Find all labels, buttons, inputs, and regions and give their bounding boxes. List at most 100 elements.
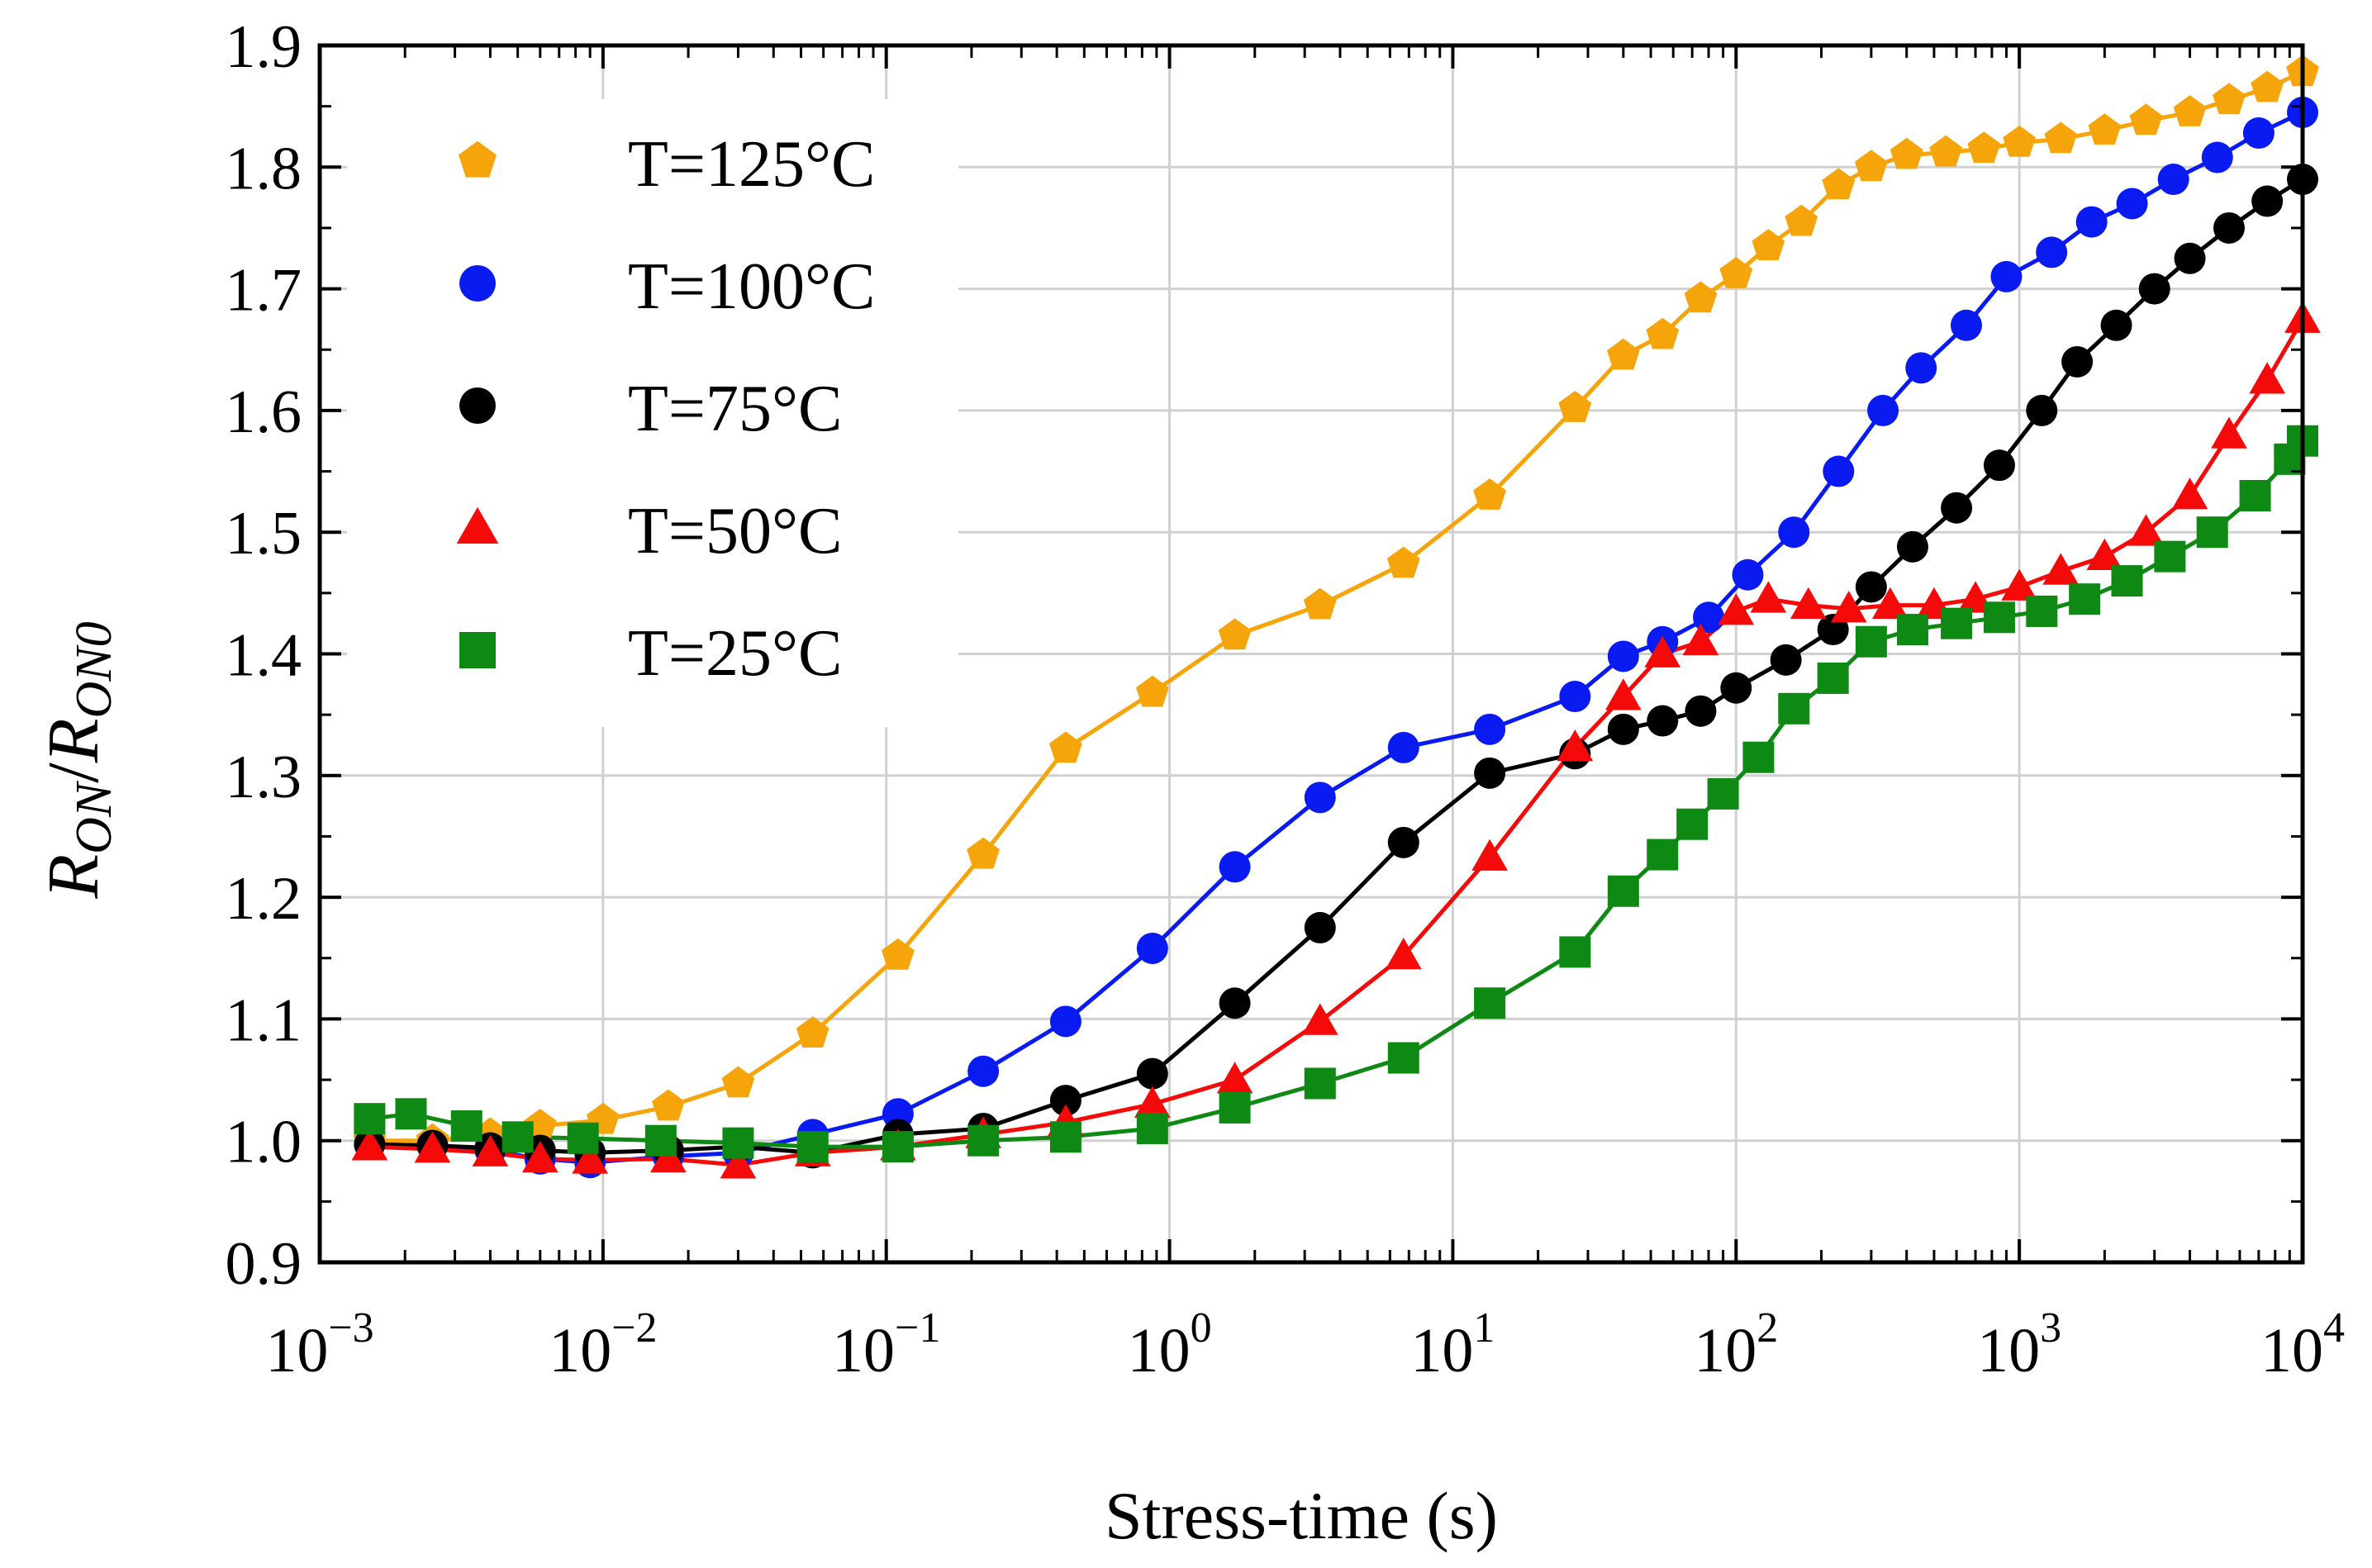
data-point-t125 xyxy=(796,1016,829,1048)
legend-label-t50: T=50°C xyxy=(628,495,842,568)
data-point-t125 xyxy=(1684,281,1718,313)
data-point-t100 xyxy=(1950,309,1982,341)
legend-marker-t25 xyxy=(459,632,496,668)
x-tick-base: 10 xyxy=(1410,1316,1473,1385)
x-tick-base: 10 xyxy=(1128,1316,1191,1385)
data-point-t25 xyxy=(1676,808,1709,840)
data-point-t50 xyxy=(1644,635,1681,668)
x-tick-label: 103 xyxy=(1977,1304,2061,1385)
data-point-t25 xyxy=(501,1121,534,1153)
x-tick-label: 104 xyxy=(2260,1304,2345,1385)
data-point-t125 xyxy=(1646,317,1680,349)
data-point-t50 xyxy=(720,1147,757,1179)
data-point-t125 xyxy=(1752,229,1785,260)
data-point-t100 xyxy=(2242,117,2275,150)
data-point-t125 xyxy=(1929,135,1962,167)
data-point-t75 xyxy=(1219,987,1251,1019)
data-point-t75 xyxy=(2061,345,2094,378)
data-point-t125 xyxy=(1136,675,1169,707)
data-point-t75 xyxy=(1983,449,2015,482)
data-point-t125 xyxy=(1386,546,1420,578)
data-point-t50 xyxy=(2001,568,2037,601)
data-point-t75 xyxy=(1647,705,1679,737)
x-tick-exponent: 0 xyxy=(1191,1304,1212,1352)
data-point-t50 xyxy=(1682,623,1719,656)
data-point-t25 xyxy=(2111,565,2143,597)
legend-marker-t125 xyxy=(459,140,497,178)
data-point-t25 xyxy=(796,1131,829,1163)
data-point-t75 xyxy=(2138,273,2170,305)
data-point-t125 xyxy=(2173,95,2207,126)
data-point-t50 xyxy=(1134,1086,1171,1118)
data-point-t75 xyxy=(2026,394,2058,426)
data-point-t100 xyxy=(1905,352,1937,384)
data-point-t100 xyxy=(1136,932,1168,964)
data-point-t50 xyxy=(1871,587,1909,619)
data-point-t125 xyxy=(2129,103,2163,135)
y-label-r2: R xyxy=(34,719,114,764)
x-tick-base: 10 xyxy=(1694,1316,1756,1385)
x-tick-exponent: −2 xyxy=(611,1304,657,1352)
data-point-t25 xyxy=(2026,595,2058,627)
data-point-t100 xyxy=(2075,206,2108,238)
data-point-t25 xyxy=(450,1110,482,1143)
markers-t50 xyxy=(351,301,2321,1179)
data-point-t25 xyxy=(1607,875,1639,907)
legend-marker-t100 xyxy=(459,265,496,302)
data-point-t50 xyxy=(2042,553,2080,585)
data-point-t75 xyxy=(2251,185,2284,217)
x-tick-exponent: 2 xyxy=(1756,1304,1778,1352)
data-point-t100 xyxy=(2157,164,2189,196)
data-point-t75 xyxy=(1685,695,1717,727)
data-point-t75 xyxy=(1474,757,1506,789)
data-point-t25 xyxy=(2239,480,2271,512)
legend: T=125°C T=100°C T=75°C T=50°C T=25°C xyxy=(347,99,958,727)
legend-marker-t50 xyxy=(456,506,499,544)
data-point-t50 xyxy=(1301,1003,1338,1035)
x-tick-base: 10 xyxy=(2260,1316,2323,1385)
y-tick-label: 0.9 xyxy=(226,1230,302,1298)
data-point-t100 xyxy=(1049,1005,1081,1038)
data-point-t100 xyxy=(1387,731,1419,763)
data-point-t125 xyxy=(2251,70,2284,102)
data-point-t25 xyxy=(1304,1067,1336,1100)
y-label-sub-on: ON xyxy=(66,780,122,854)
x-tick-label: 10−3 xyxy=(265,1304,373,1385)
data-point-t75 xyxy=(1387,826,1419,858)
data-point-t25 xyxy=(1559,936,1591,968)
x-tick-label: 10−1 xyxy=(832,1304,940,1385)
data-point-t125 xyxy=(1303,587,1337,620)
data-point-t25 xyxy=(1896,614,1928,646)
data-point-t25 xyxy=(2154,540,2186,573)
data-point-t25 xyxy=(2069,583,2101,615)
data-point-t100 xyxy=(967,1055,1000,1087)
data-point-t100 xyxy=(2116,188,2148,220)
y-label-sub-on0: ON0 xyxy=(66,621,122,718)
data-point-t125 xyxy=(2088,113,2122,145)
markers-t25 xyxy=(354,425,2318,1163)
data-point-t50 xyxy=(351,1128,388,1161)
data-point-t50 xyxy=(1471,839,1508,871)
data-point-t50 xyxy=(1790,587,1827,619)
data-point-t125 xyxy=(1785,204,1818,236)
data-point-t100 xyxy=(1219,851,1251,883)
data-point-t50 xyxy=(414,1131,451,1163)
legend-label-t25: T=25°C xyxy=(628,617,842,690)
data-point-t50 xyxy=(1216,1062,1253,1094)
data-point-t25 xyxy=(1855,625,1887,658)
data-point-t75 xyxy=(1136,1057,1168,1090)
data-point-t125 xyxy=(1558,391,1592,422)
x-tick-label: 102 xyxy=(1694,1304,1778,1385)
data-point-t125 xyxy=(2213,83,2246,115)
data-point-t100 xyxy=(1693,601,1725,634)
data-point-t100 xyxy=(1559,681,1591,713)
data-point-t25 xyxy=(1817,662,1849,694)
x-tick-exponent: 4 xyxy=(2323,1304,2345,1352)
x-tick-exponent: −3 xyxy=(328,1304,373,1352)
data-point-t50 xyxy=(1750,581,1787,613)
data-point-t25 xyxy=(354,1103,386,1135)
data-point-t25 xyxy=(1219,1091,1251,1124)
data-point-t100 xyxy=(1732,558,1764,591)
y-tick-labels: 0.9 1.0 1.1 1.2 1.3 1.4 1.5 1.6 1.7 1.8 1.9 xyxy=(226,13,302,1298)
